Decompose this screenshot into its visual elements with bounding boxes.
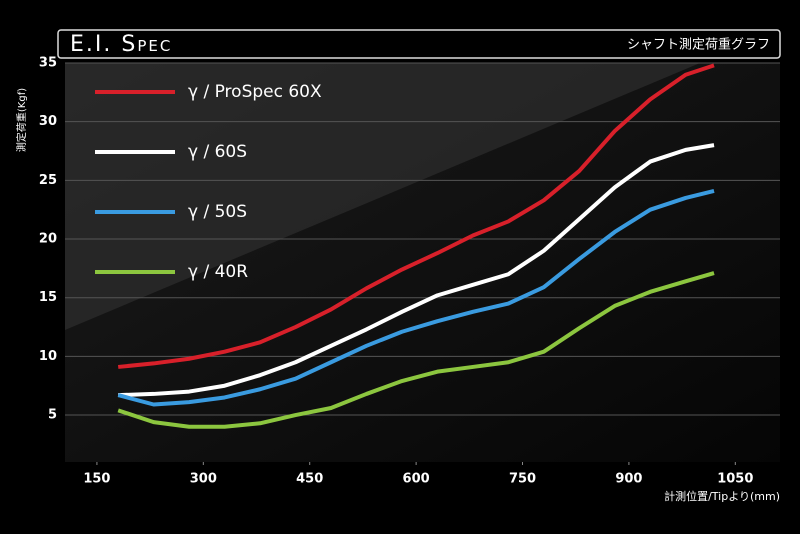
- series-line: [117, 271, 715, 429]
- y-axis-label: 測定荷重(Kgf): [15, 88, 28, 152]
- header-box: [57, 29, 781, 59]
- legend-label: γ / 50S: [188, 202, 247, 222]
- y-tick-label: 30: [39, 114, 57, 129]
- x-tick-label: 900: [615, 472, 642, 487]
- y-tick-label: 35: [39, 56, 57, 71]
- y-tick-label: 20: [39, 232, 57, 247]
- y-tick-label: 5: [48, 408, 57, 423]
- x-tick-label: 150: [83, 472, 110, 487]
- x-tick-label: 1050: [717, 472, 753, 487]
- chart-subtitle: シャフト測定荷重グラフ: [627, 37, 770, 53]
- x-tick-label: 750: [509, 472, 536, 487]
- series-line: [118, 143, 715, 398]
- y-tick-label: 25: [39, 173, 57, 188]
- x-tick-label: 450: [296, 472, 323, 487]
- plot-shade: [65, 63, 700, 330]
- legend-label: γ / 40R: [188, 262, 248, 282]
- series-line: [118, 63, 715, 369]
- x-tick-label: 600: [403, 472, 430, 487]
- y-tick-label: 15: [39, 290, 57, 305]
- x-axis-label: 計測位置/Tipより(mm): [664, 489, 780, 503]
- x-tick-label: 300: [190, 472, 217, 487]
- legend-label: γ / ProSpec 60X: [188, 82, 322, 102]
- legend-label: γ / 60S: [188, 142, 247, 162]
- series-line: [117, 188, 715, 407]
- chart-title: E.I. Spec: [70, 32, 172, 57]
- y-tick-label: 10: [39, 349, 57, 364]
